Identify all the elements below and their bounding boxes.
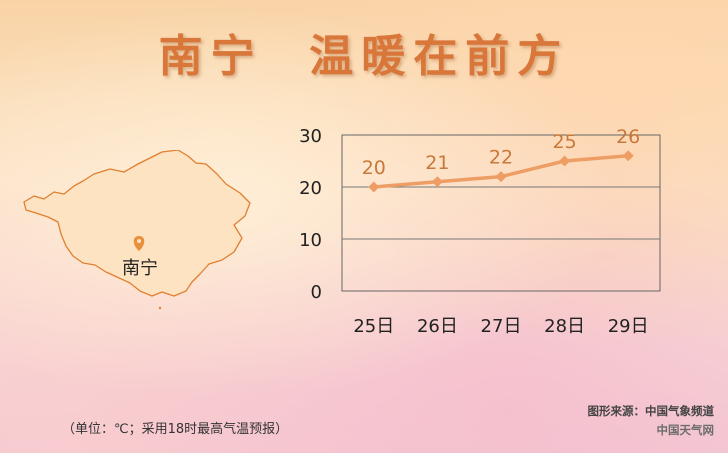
data-label: 20 [362, 157, 386, 179]
source-line: 图形来源：中国气象频道 [587, 404, 715, 418]
data-point [622, 150, 634, 162]
source-credit: 图形来源：中国气象频道 中国天气网 [588, 402, 715, 440]
city-label: 南宁 [122, 258, 158, 279]
data-point [368, 181, 380, 193]
x-tick-label: 29日 [608, 316, 649, 337]
coastal-island-dot [158, 306, 162, 310]
x-tick-label: 28日 [544, 316, 585, 337]
x-tick-label: 25日 [353, 316, 394, 337]
y-tick-label: 0 [311, 282, 322, 303]
plot-area-border [341, 134, 661, 292]
data-label: 21 [425, 152, 449, 174]
data-label: 26 [616, 126, 640, 148]
city-location-marker-icon [133, 236, 145, 251]
temperature-line-chart: 0 10 20 30 25日 26日 27日 28日 29日 20 21 22 25 26 [299, 126, 661, 337]
data-label: 22 [489, 147, 513, 169]
x-tick-label: 27日 [481, 316, 522, 337]
x-tick-label: 26日 [417, 316, 458, 337]
data-point [495, 171, 507, 183]
data-point [431, 176, 443, 188]
guangxi-map: 南宁 [23, 150, 251, 310]
y-tick-label: 20 [299, 178, 322, 199]
watermark-text: 中国天气网 [656, 423, 715, 437]
y-tick-label: 30 [299, 126, 322, 147]
data-point [559, 155, 571, 167]
page-title: 南宁 温暖在前方 [158, 31, 570, 82]
unit-footnote: （单位：℃；采用18时最高气温预报） [62, 422, 289, 437]
y-tick-label: 10 [299, 230, 322, 251]
guangxi-outline [23, 150, 251, 297]
data-label: 25 [553, 131, 577, 153]
